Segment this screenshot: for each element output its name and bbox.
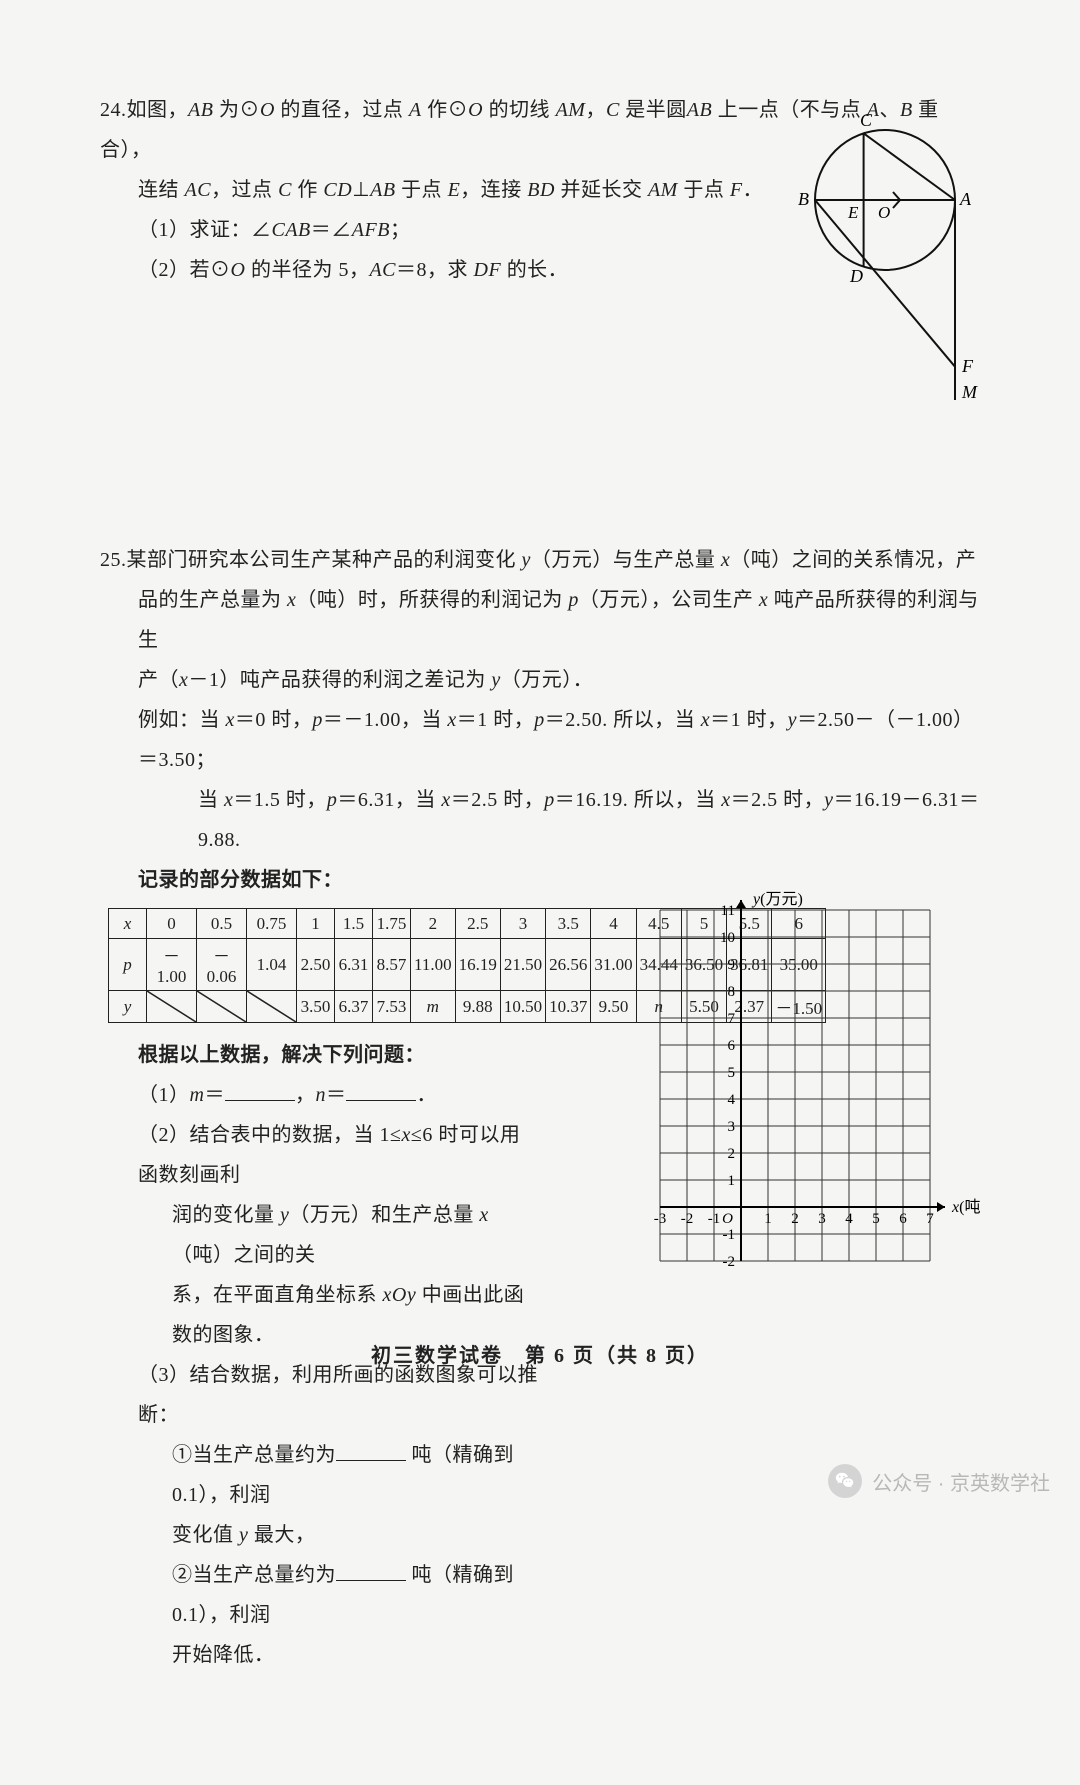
table-cell: 16.19: [455, 939, 500, 991]
table-cell: m: [411, 991, 456, 1023]
problem-24: 24.如图，AB 为⊙O 的直径，过点 A 作⊙O 的切线 AM，C 是半圆AB…: [100, 90, 980, 490]
table-cell: 0.5: [197, 909, 247, 939]
svg-text:5: 5: [872, 1211, 880, 1227]
svg-text:y(万元): y(万元): [751, 891, 803, 908]
svg-text:11: 11: [721, 903, 735, 919]
table-cell: 2: [411, 909, 456, 939]
table-cell: 10.37: [546, 991, 591, 1023]
svg-text:x(吨): x(吨): [951, 1198, 980, 1216]
svg-text:-3: -3: [654, 1211, 667, 1227]
svg-text:3: 3: [818, 1211, 826, 1227]
watermark: 公众号 · 京英数学社: [828, 1464, 1050, 1498]
p25-line3: 产（x－1）吨产品获得的利润之差记为 y（万元）．: [100, 660, 980, 700]
svg-text:1: 1: [764, 1211, 772, 1227]
blank-n: [346, 1081, 416, 1101]
p25-line1: 25.某部门研究本公司生产某种产品的利润变化 y（万元）与生产总量 x（吨）之间…: [100, 540, 980, 580]
table-cell: [197, 991, 247, 1023]
svg-text:4: 4: [728, 1092, 736, 1108]
p25-grid: -3 -2 -1O 1 2 3 4 5 6 7 -2 -1 1 2 3 4 5 6 7 8 9 10 11 y(万元) x(吨): [620, 890, 980, 1296]
svg-text:2: 2: [791, 1211, 799, 1227]
table-cell: 7.53: [373, 991, 411, 1023]
p25-eg2: 当 x＝1.5 时，p＝6.31，当 x＝2.5 时，p＝16.19. 所以，当…: [100, 780, 980, 860]
svg-text:F: F: [961, 356, 974, 376]
p25-eg1: 例如：当 x＝0 时，p＝－1.00，当 x＝1 时，p＝2.50. 所以，当 …: [100, 700, 980, 780]
table-cell: －0.06: [197, 939, 247, 991]
wechat-icon: [828, 1464, 862, 1498]
svg-text:A: A: [959, 189, 972, 209]
table-cell: 6.31: [335, 939, 373, 991]
p24-number: 24.: [100, 99, 127, 121]
table-cell: [247, 991, 297, 1023]
svg-text:O: O: [722, 1211, 733, 1227]
p25-line2: 品的生产总量为 x（吨）时，所获得的利润记为 p（万元），公司生产 x 吨产品所…: [100, 580, 980, 660]
svg-text:7: 7: [926, 1211, 934, 1227]
svg-text:9: 9: [728, 957, 736, 973]
svg-text:4: 4: [845, 1211, 853, 1227]
p25-q3-1a: ①当生产总量约为 吨（精确到 0.1），利润: [100, 1435, 540, 1515]
blank-q3-1: [336, 1441, 406, 1461]
table-cell: －1.00: [147, 939, 197, 991]
table-cell: 1.75: [373, 909, 411, 939]
svg-text:6: 6: [899, 1211, 907, 1227]
svg-text:E: E: [847, 203, 859, 222]
p25-q3-2b: 开始降低．: [100, 1635, 540, 1675]
svg-text:B: B: [798, 189, 809, 209]
svg-text:8: 8: [728, 984, 736, 1000]
watermark-text: 公众号 · 京英数学社: [872, 1467, 1050, 1496]
svg-text:6: 6: [728, 1038, 736, 1054]
table-cell: 0: [147, 909, 197, 939]
table-cell: 3: [500, 909, 545, 939]
svg-text:7: 7: [728, 1011, 736, 1027]
svg-text:M: M: [961, 382, 978, 402]
p25-q2-l1: （2）结合表中的数据，当 1≤x≤6 时可以用函数刻画利: [100, 1115, 540, 1195]
table-cell: 26.56: [546, 939, 591, 991]
table-cell: 21.50: [500, 939, 545, 991]
table-cell: 2.50: [297, 939, 335, 991]
svg-text:-2: -2: [681, 1211, 694, 1227]
svg-text:-1: -1: [708, 1211, 721, 1227]
table-cell: 9.88: [455, 991, 500, 1023]
blank-q3-2: [336, 1561, 406, 1581]
svg-text:D: D: [849, 266, 863, 286]
p25-q1: （1）m＝，n＝．: [100, 1075, 540, 1115]
table-cell: 3.50: [297, 991, 335, 1023]
table-cell: 11.00: [411, 939, 456, 991]
page-footer: 初三数学试卷 第 6 页（共 8 页）: [0, 1339, 1080, 1368]
table-cell: 10.50: [500, 991, 545, 1023]
table-cell: 8.57: [373, 939, 411, 991]
p24-figure: A B C D E O F M: [780, 110, 990, 420]
problem-25: 25.某部门研究本公司生产某种产品的利润变化 y（万元）与生产总量 x（吨）之间…: [100, 540, 980, 1675]
table-cell: 0.75: [247, 909, 297, 939]
blank-m: [225, 1081, 295, 1101]
svg-text:-1: -1: [723, 1227, 736, 1243]
svg-text:1: 1: [728, 1173, 736, 1189]
svg-text:O: O: [878, 203, 890, 222]
table-cell: 1: [297, 909, 335, 939]
svg-text:3: 3: [728, 1119, 736, 1135]
table-cell: 1.04: [247, 939, 297, 991]
table-cell: 6.37: [335, 991, 373, 1023]
svg-text:C: C: [860, 110, 873, 130]
svg-text:-2: -2: [723, 1254, 736, 1270]
svg-text:10: 10: [720, 930, 735, 946]
table-cell: [147, 991, 197, 1023]
p25-q2-l2: 润的变化量 y（万元）和生产总量 x（吨）之间的关: [100, 1195, 540, 1275]
table-cell: 1.5: [335, 909, 373, 939]
table-cell: 3.5: [546, 909, 591, 939]
svg-text:5: 5: [728, 1065, 736, 1081]
p25-q3-2a: ②当生产总量约为 吨（精确到 0.1），利润: [100, 1555, 540, 1635]
svg-text:2: 2: [728, 1146, 736, 1162]
table-cell: 2.5: [455, 909, 500, 939]
p25-q3-1b: 变化值 y 最大，: [100, 1515, 540, 1555]
